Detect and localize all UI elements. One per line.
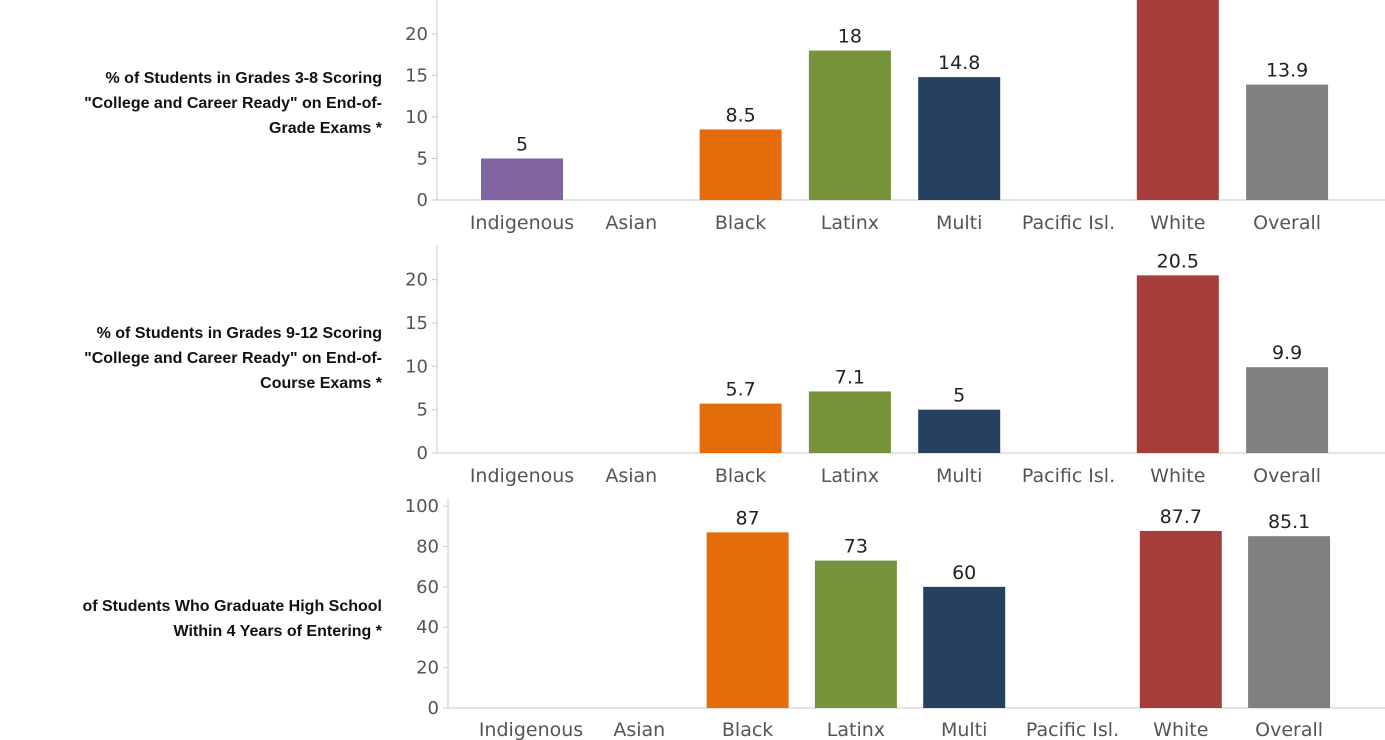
x-tick-label: Overall (1253, 465, 1321, 487)
bar (1246, 367, 1329, 453)
y-tick-label: 10 (405, 356, 428, 377)
row-label-line: Grade Exams * (269, 120, 382, 137)
x-tick-label: Multi (936, 212, 982, 234)
row-label-line: "College and Career Ready" on End-of- (84, 95, 382, 112)
data-label: 85.1 (1268, 511, 1310, 533)
row-label-line: Course Exams * (260, 375, 382, 392)
y-tick-label: 5 (417, 400, 428, 421)
x-tick-label: Multi (936, 465, 982, 487)
bar (1139, 530, 1222, 708)
data-label: 13.9 (1266, 60, 1308, 82)
x-tick-label: Asian (613, 719, 665, 740)
x-tick-label: Black (715, 212, 766, 234)
row-label-graduation: of Students Who Graduate High School Wit… (0, 594, 382, 644)
y-tick-label: 10 (405, 107, 428, 128)
y-tick-label: 25 (405, 0, 428, 3)
x-tick-label: Overall (1253, 212, 1321, 234)
bar (918, 77, 1001, 200)
x-tick-label: Indigenous (470, 465, 574, 487)
row-label-line: of Students Who Graduate High School (82, 598, 382, 615)
row-label-line: % of Students in Grades 9-12 Scoring (96, 325, 382, 342)
y-tick-label: 0 (428, 698, 439, 719)
x-tick-label: Latinx (821, 212, 879, 234)
bar (481, 158, 563, 200)
y-tick-label: 60 (416, 577, 439, 598)
x-tick-label: White (1150, 212, 1205, 234)
y-tick-label: 15 (405, 65, 428, 86)
bar (918, 409, 1001, 453)
bar (1248, 536, 1331, 708)
data-label: 18 (838, 26, 862, 48)
y-tick-label: 15 (405, 313, 428, 334)
data-label: 9.9 (1272, 342, 1302, 364)
bar (808, 391, 891, 453)
data-label: 14.8 (938, 52, 980, 74)
x-tick-label: Multi (941, 719, 987, 740)
bar (814, 560, 897, 708)
data-label: 60 (952, 562, 976, 584)
y-tick-label: 100 (405, 496, 439, 517)
bar (706, 532, 789, 708)
data-label: 5.7 (725, 379, 755, 401)
row-label-line: Within 4 Years of Entering * (173, 623, 383, 640)
data-label: 8.5 (725, 104, 755, 126)
bar (699, 129, 782, 200)
bar (1246, 84, 1329, 200)
row-label-line: "College and Career Ready" on End-of- (84, 350, 382, 367)
y-tick-label: 0 (417, 443, 428, 464)
x-tick-label: Black (722, 719, 773, 740)
bar (699, 403, 782, 453)
bar (1136, 275, 1219, 453)
x-tick-label: Asian (605, 465, 657, 487)
bar (923, 586, 1006, 708)
x-tick-label: Latinx (827, 719, 885, 740)
y-tick-label: 20 (416, 658, 439, 679)
y-tick-label: 80 (416, 536, 439, 557)
x-tick-label: Asian (605, 212, 657, 234)
x-tick-label: Latinx (821, 465, 879, 487)
data-label: 73 (844, 536, 868, 558)
data-label: 20.5 (1157, 250, 1199, 272)
y-tick-label: 40 (416, 617, 439, 638)
y-tick-label: 0 (417, 190, 428, 211)
x-tick-label: Pacific Isl. (1026, 719, 1119, 740)
y-tick-label: 20 (405, 270, 428, 291)
row-label-grades-9-12: % of Students in Grades 9-12 Scoring "Co… (0, 321, 382, 396)
data-label: 7.1 (835, 366, 865, 388)
x-tick-label: Indigenous (470, 212, 574, 234)
data-label: 87 (736, 507, 760, 529)
x-tick-label: Black (715, 465, 766, 487)
x-tick-label: Indigenous (479, 719, 583, 740)
x-tick-label: White (1153, 719, 1208, 740)
row-label-grades-3-8: % of Students in Grades 3-8 Scoring "Col… (0, 66, 382, 141)
x-tick-label: White (1150, 465, 1205, 487)
data-label: 5 (953, 385, 965, 407)
x-tick-label: Pacific Isl. (1022, 212, 1115, 234)
row-label-line: % of Students in Grades 3-8 Scoring (105, 70, 383, 87)
data-label: 5 (516, 133, 528, 155)
x-tick-label: Overall (1255, 719, 1323, 740)
x-tick-label: Pacific Isl. (1022, 465, 1115, 487)
bar (808, 50, 891, 200)
bar (1136, 0, 1219, 201)
y-tick-label: 20 (405, 24, 428, 45)
data-label: 87.7 (1160, 506, 1202, 528)
y-tick-label: 5 (417, 148, 428, 169)
